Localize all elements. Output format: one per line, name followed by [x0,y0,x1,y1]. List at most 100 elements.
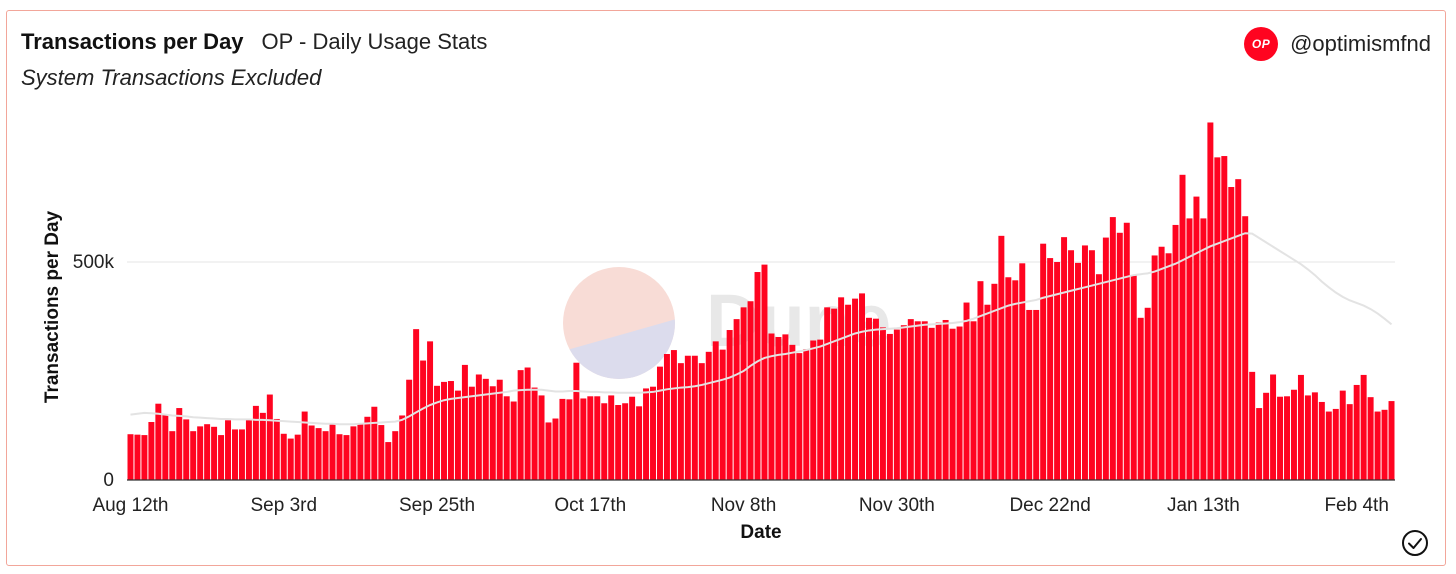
bar[interactable] [845,304,852,480]
bar[interactable] [434,385,441,480]
bar[interactable] [461,364,468,480]
bar[interactable] [914,321,921,480]
bar[interactable] [796,353,803,480]
bar[interactable] [392,431,399,480]
bar[interactable] [517,370,524,480]
bar[interactable] [1068,250,1075,480]
bar[interactable] [1193,196,1200,480]
bar[interactable] [1374,411,1381,480]
bar[interactable] [1311,392,1318,480]
bar[interactable] [712,341,719,480]
bar[interactable] [775,336,782,480]
bar[interactable] [1200,218,1207,480]
bar[interactable] [524,367,531,480]
bar[interactable] [225,420,232,480]
bar[interactable] [1179,174,1186,481]
bar[interactable] [817,339,824,480]
bar[interactable] [705,351,712,480]
bar[interactable] [1075,262,1081,480]
bar[interactable] [1284,396,1290,480]
bar[interactable] [629,396,636,480]
bar[interactable] [1116,232,1123,480]
bar[interactable] [1033,309,1040,480]
bar[interactable] [803,349,810,480]
bar[interactable] [441,381,447,480]
bar[interactable] [1123,222,1130,480]
bar[interactable] [991,283,998,480]
brand-handle[interactable]: @optimismfnd [1290,31,1431,56]
bar[interactable] [573,362,580,480]
bar[interactable] [1026,309,1033,480]
bar[interactable] [1172,224,1179,480]
bar[interactable] [921,321,928,480]
bar[interactable] [1081,245,1088,480]
bar[interactable] [1012,280,1019,480]
bar[interactable] [552,418,559,480]
bar[interactable] [1207,122,1214,480]
bar[interactable] [691,355,698,480]
bar[interactable] [204,424,211,480]
bar[interactable] [238,429,245,480]
bar[interactable] [810,340,817,480]
bar[interactable] [935,322,942,480]
bar[interactable] [733,319,740,480]
check-circle-icon[interactable] [1401,529,1429,557]
bar[interactable] [1290,389,1297,480]
bar[interactable] [636,406,643,480]
bar[interactable] [1061,237,1068,480]
bar[interactable] [545,422,552,480]
bar[interactable] [427,341,434,480]
bar[interactable] [942,319,949,480]
bar[interactable] [859,293,866,480]
bar[interactable] [740,307,747,480]
bar[interactable] [211,426,218,480]
bar[interactable] [663,354,670,480]
bar[interactable] [287,438,294,480]
bar[interactable] [1214,157,1221,481]
bar[interactable] [1381,409,1388,480]
bar[interactable] [615,405,622,480]
bar[interactable] [998,235,1005,480]
bar[interactable] [1242,216,1249,480]
bar[interactable] [134,434,141,480]
bar[interactable] [852,298,859,480]
bar[interactable] [1005,277,1012,480]
bar[interactable] [162,414,169,480]
bar[interactable] [1360,374,1367,480]
bar[interactable] [1367,397,1374,480]
bar[interactable] [1304,395,1311,480]
bar[interactable] [1130,275,1137,480]
bar[interactable] [1221,156,1228,481]
bar[interactable] [538,395,545,480]
bar[interactable] [259,412,266,480]
bar[interactable] [761,264,768,480]
bar[interactable] [608,395,615,480]
bar[interactable] [1095,274,1102,480]
bar[interactable] [698,363,705,480]
bar[interactable] [141,435,148,480]
bar[interactable] [559,398,566,480]
bar[interactable] [127,434,134,480]
bar[interactable] [1151,255,1158,480]
bar[interactable] [315,428,322,480]
bar[interactable] [963,302,970,480]
bar[interactable] [754,272,761,480]
bar[interactable] [970,321,977,480]
bar[interactable] [197,426,204,480]
bar[interactable] [1277,396,1284,480]
bar[interactable] [482,378,489,480]
bar[interactable] [447,381,454,480]
bar[interactable] [872,318,879,480]
bar[interactable] [1388,401,1395,480]
bar[interactable] [684,355,691,480]
bar[interactable] [1088,250,1095,480]
bar[interactable] [371,406,378,480]
bar[interactable] [1102,237,1109,480]
bar[interactable] [1325,411,1332,480]
bar[interactable] [510,401,517,480]
bar[interactable] [719,349,726,480]
bar[interactable] [1186,218,1193,480]
bar[interactable] [350,426,357,480]
bar[interactable] [1353,384,1360,480]
bar[interactable] [399,415,406,480]
